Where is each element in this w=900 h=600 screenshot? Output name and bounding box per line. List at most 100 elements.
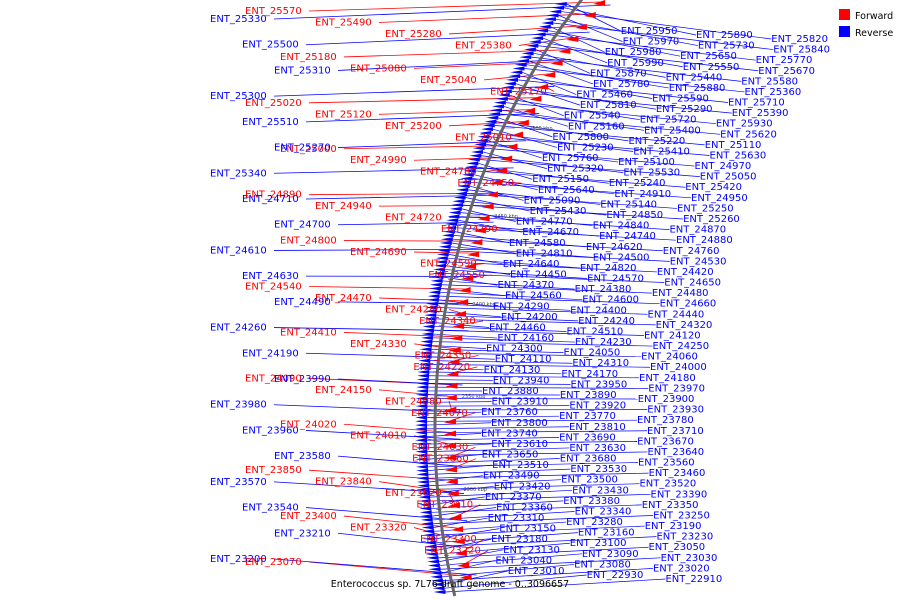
reverse-gene-label: ENT_25500 (242, 40, 299, 51)
forward-gene-label: ENT_24020 (280, 419, 337, 430)
reverse-gene-label: ENT_23250 (653, 510, 710, 521)
scale-tick-label: 2400 kbp (472, 302, 496, 308)
reverse-gene-feature (461, 172, 474, 177)
reverse-gene-feature (417, 491, 430, 496)
forward-gene-feature (511, 131, 524, 138)
legend-reverse-swatch (839, 26, 850, 37)
reverse-gene-label: ENT_23190 (645, 521, 702, 532)
reverse-gene-feature (418, 362, 431, 367)
reverse-gene-feature (501, 85, 514, 90)
reverse-gene-feature (419, 506, 432, 511)
reverse-gene-feature (431, 275, 444, 280)
reverse-gene-feature (416, 381, 429, 386)
reverse-gene-label: ENT_23090 (582, 549, 639, 560)
reverse-gene-label: ENT_25420 (685, 182, 742, 193)
reverse-gene-label: ENT_25460 (576, 90, 633, 101)
reverse-gene-feature (470, 149, 483, 154)
reverse-gene-feature (519, 55, 532, 60)
reverse-gene-label: ENT_25320 (547, 164, 604, 175)
reverse-gene-label: ENT_25760 (542, 153, 599, 164)
reverse-gene-connector (428, 383, 571, 385)
reverse-gene-feature (417, 373, 430, 378)
forward-gene-feature (446, 370, 459, 377)
reverse-gene-label: ENT_24850 (606, 210, 663, 221)
reverse-gene-connector (429, 485, 494, 494)
reverse-gene-label: ENT_23310 (488, 513, 545, 524)
forward-gene-connector (308, 1, 601, 12)
forward-gene-label: ENT_24340 (419, 316, 476, 327)
forward-gene-label: ENT_24590 (420, 259, 477, 270)
forward-gene-label: ENT_24150 (315, 385, 372, 396)
forward-gene-connector (378, 389, 452, 398)
reverse-gene-label: ENT_24000 (650, 362, 707, 373)
forward-gene-label: ENT_25080 (350, 63, 407, 74)
reverse-gene-label: ENT_23420 (494, 481, 551, 492)
reverse-gene-label: ENT_25400 (644, 125, 701, 136)
reverse-gene-label: ENT_24160 (497, 333, 554, 344)
reverse-gene-label: ENT_23990 (274, 374, 331, 385)
reverse-gene-label: ENT_25550 (683, 62, 740, 73)
forward-gene-feature (574, 23, 587, 30)
reverse-gene-label: ENT_25730 (698, 41, 755, 52)
reverse-gene-label: ENT_23520 (639, 479, 696, 490)
forward-gene-feature (467, 251, 480, 258)
reverse-gene-label: ENT_24840 (593, 221, 650, 232)
reverse-gene-label: ENT_25410 (633, 146, 690, 157)
reverse-gene-feature (448, 210, 461, 215)
reverse-gene-feature (415, 396, 428, 401)
reverse-gene-connector (445, 269, 588, 279)
reverse-gene-label: ENT_23570 (210, 477, 267, 488)
reverse-gene-label: ENT_24600 (582, 295, 639, 306)
reverse-gene-feature (474, 142, 487, 147)
reverse-gene-connector (496, 121, 629, 142)
reverse-gene-feature (467, 157, 480, 162)
reverse-gene-feature (491, 104, 504, 109)
forward-gene-feature (481, 203, 494, 210)
reverse-gene-feature (531, 36, 544, 41)
reverse-gene-label: ENT_24740 (599, 231, 656, 242)
reverse-gene-feature (523, 47, 536, 52)
reverse-gene-feature (415, 404, 428, 409)
forward-gene-feature (444, 430, 457, 437)
reverse-gene-feature (477, 134, 490, 139)
reverse-gene-connector (433, 329, 644, 336)
reverse-gene-connector (428, 464, 493, 471)
reverse-gene-label: ENT_23640 (647, 447, 704, 458)
forward-gene-feature (452, 322, 465, 329)
reverse-gene-label: ENT_24440 (648, 309, 705, 320)
reverse-gene-connector (337, 532, 472, 549)
reverse-gene-feature (415, 430, 428, 435)
reverse-gene-connector (273, 248, 486, 251)
reverse-gene-feature (488, 112, 501, 117)
reverse-gene-label: ENT_24490 (274, 297, 331, 308)
reverse-gene-feature (419, 343, 432, 348)
forward-gene-feature (456, 298, 469, 305)
reverse-gene-label: ENT_23770 (559, 411, 616, 422)
reverse-gene-label: ENT_23390 (651, 489, 708, 500)
reverse-gene-feature (415, 457, 428, 462)
reverse-gene-label: ENT_23980 (210, 400, 267, 411)
forward-gene-label: ENT_24350 (414, 350, 471, 361)
reverse-gene-label: ENT_24480 (652, 288, 709, 299)
scale-tick-label: 2450 kbp (494, 214, 518, 220)
reverse-gene-feature (484, 119, 497, 124)
reverse-gene-feature (425, 552, 438, 557)
reverse-gene-label: ENT_23210 (274, 528, 331, 539)
forward-gene-feature (459, 574, 472, 580)
reverse-gene-label: ENT_25990 (607, 58, 664, 69)
reverse-gene-connector (439, 295, 660, 305)
reverse-gene-label: ENT_25650 (680, 51, 737, 62)
reverse-gene-label: ENT_25720 (640, 115, 697, 126)
reverse-gene-feature (480, 127, 493, 132)
reverse-gene-label: ENT_23180 (491, 534, 548, 545)
forward-gene-feature (448, 502, 461, 509)
reverse-gene-feature (430, 574, 443, 579)
reverse-gene-label: ENT_24200 (501, 312, 558, 323)
reverse-gene-connector (428, 468, 571, 475)
scale-tick-label: 2300 kbp (463, 487, 487, 493)
forward-gene-label: ENT_24720 (385, 213, 442, 224)
reverse-gene-feature (503, 81, 516, 86)
forward-gene-feature (566, 35, 579, 42)
reverse-gene-feature (426, 297, 439, 302)
